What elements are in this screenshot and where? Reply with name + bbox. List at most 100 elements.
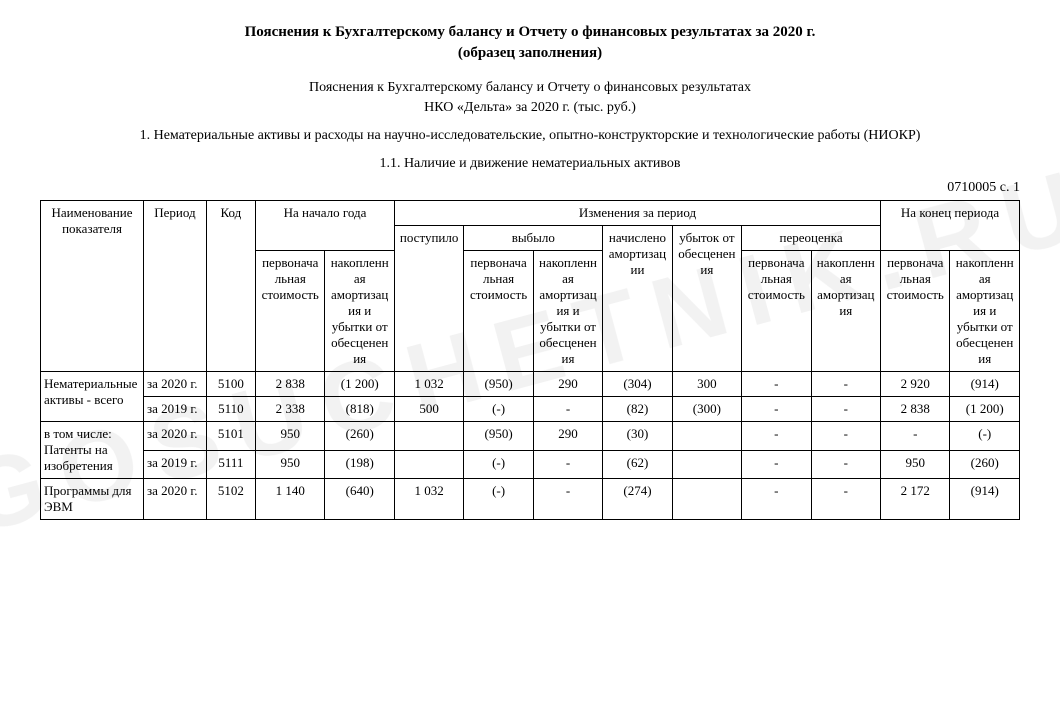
col-name: Наименование показателя	[41, 201, 144, 372]
cell: (82)	[603, 397, 672, 422]
table-row: за 2019 г. 5111 950 (198) (-) - (62) - -…	[41, 450, 1020, 479]
col-revaluation: переоценка	[742, 226, 881, 251]
col-disp-accum-amort: накопленная амортизация и убытки от обес…	[533, 251, 602, 372]
cell: 2 338	[256, 397, 325, 422]
cell: 1 140	[256, 479, 325, 520]
doc-title-line1: Пояснения к Бухгалтерскому балансу и Отч…	[40, 24, 1020, 41]
cell: -	[811, 372, 880, 397]
col-end-year: На конец периода	[881, 201, 1020, 251]
col-start-prime-cost: первоначальная стоимость	[256, 251, 325, 372]
intangible-assets-table: Наименование показателя Период Код На на…	[40, 200, 1020, 520]
cell-period: за 2019 г.	[144, 397, 207, 422]
cell-period: за 2020 г.	[144, 479, 207, 520]
cell: 2 838	[256, 372, 325, 397]
cell: -	[811, 479, 880, 520]
cell: (260)	[325, 422, 394, 451]
cell: (304)	[603, 372, 672, 397]
cell: (-)	[464, 397, 533, 422]
cell: -	[533, 397, 602, 422]
cell-period: за 2019 г.	[144, 450, 207, 479]
cell-code: 5102	[206, 479, 255, 520]
cell: 2 838	[881, 397, 950, 422]
doc-title-line2: (образец заполнения)	[40, 45, 1020, 62]
cell: 950	[881, 450, 950, 479]
section-1-1-heading: 1.1. Наличие и движение нематериальных а…	[40, 156, 1020, 172]
cell	[672, 479, 741, 520]
row-name: в том числе: Патенты на изобретения	[41, 422, 144, 479]
cell: 290	[533, 372, 602, 397]
cell: 950	[256, 422, 325, 451]
cell: (950)	[464, 372, 533, 397]
col-period: Период	[144, 201, 207, 372]
cell-period: за 2020 г.	[144, 422, 207, 451]
cell: (30)	[603, 422, 672, 451]
cell: -	[742, 450, 811, 479]
section-1-heading: 1. Нематериальные активы и расходы на на…	[40, 128, 1020, 144]
cell: (914)	[950, 479, 1020, 520]
table-row: за 2019 г. 5110 2 338 (818) 500 (-) - (8…	[41, 397, 1020, 422]
cell-code: 5111	[206, 450, 255, 479]
cell: (260)	[950, 450, 1020, 479]
col-code: Код	[206, 201, 255, 372]
table-body: Нематериальные активы - всего за 2020 г.…	[41, 372, 1020, 520]
cell: 2 920	[881, 372, 950, 397]
cell: -	[811, 397, 880, 422]
cell: -	[742, 422, 811, 451]
table-row: в том числе: Патенты на изобретения за 2…	[41, 422, 1020, 451]
cell: 300	[672, 372, 741, 397]
cell: (950)	[464, 422, 533, 451]
doc-subtitle-line2: НКО «Дельта» за 2020 г. (тыс. руб.)	[40, 100, 1020, 116]
cell: -	[533, 479, 602, 520]
col-received: поступило	[394, 226, 463, 372]
cell: -	[811, 422, 880, 451]
cell: 290	[533, 422, 602, 451]
col-impairment: убыток от обесценения	[672, 226, 741, 372]
cell-period: за 2020 г.	[144, 372, 207, 397]
cell: (818)	[325, 397, 394, 422]
row-name: Нематериальные активы - всего	[41, 372, 144, 422]
table-row: Нематериальные активы - всего за 2020 г.…	[41, 372, 1020, 397]
page-number: 0710005 с. 1	[40, 180, 1020, 196]
col-disp-prime-cost: первоначальная стоимость	[464, 251, 533, 372]
col-disposed: выбыло	[464, 226, 603, 251]
cell: 500	[394, 397, 463, 422]
row-name: Программы для ЭВМ	[41, 479, 144, 520]
cell-code: 5101	[206, 422, 255, 451]
col-rev-prime-cost: первоначальная стоимость	[742, 251, 811, 372]
col-accrued-amort: начислено амортизации	[603, 226, 672, 372]
col-changes: Изменения за период	[394, 201, 880, 226]
cell-code: 5110	[206, 397, 255, 422]
cell: -	[742, 397, 811, 422]
cell: (198)	[325, 450, 394, 479]
table-row: Программы для ЭВМ за 2020 г. 5102 1 140 …	[41, 479, 1020, 520]
cell: 1 032	[394, 479, 463, 520]
cell: -	[533, 450, 602, 479]
cell-code: 5100	[206, 372, 255, 397]
cell	[394, 422, 463, 451]
col-end-prime-cost: первоначальная стоимость	[881, 251, 950, 372]
cell: (640)	[325, 479, 394, 520]
cell: (274)	[603, 479, 672, 520]
col-start-accum-amort: накопленная амортизация и убытки от обес…	[325, 251, 394, 372]
cell	[672, 422, 741, 451]
cell: 2 172	[881, 479, 950, 520]
col-start-year: На начало года	[256, 201, 395, 251]
cell: (1 200)	[325, 372, 394, 397]
cell	[672, 450, 741, 479]
doc-subtitle-line1: Пояснения к Бухгалтерскому балансу и Отч…	[40, 80, 1020, 96]
cell: (-)	[464, 479, 533, 520]
cell: -	[742, 372, 811, 397]
cell: (914)	[950, 372, 1020, 397]
cell: -	[881, 422, 950, 451]
cell: -	[811, 450, 880, 479]
cell: 950	[256, 450, 325, 479]
cell: (1 200)	[950, 397, 1020, 422]
col-end-accum-amort: накопленная амортизация и убытки от обес…	[950, 251, 1020, 372]
cell: (-)	[950, 422, 1020, 451]
cell: (62)	[603, 450, 672, 479]
cell: (300)	[672, 397, 741, 422]
col-rev-accum-amort: накопленная амортизация	[811, 251, 880, 372]
cell: 1 032	[394, 372, 463, 397]
cell: -	[742, 479, 811, 520]
cell	[394, 450, 463, 479]
